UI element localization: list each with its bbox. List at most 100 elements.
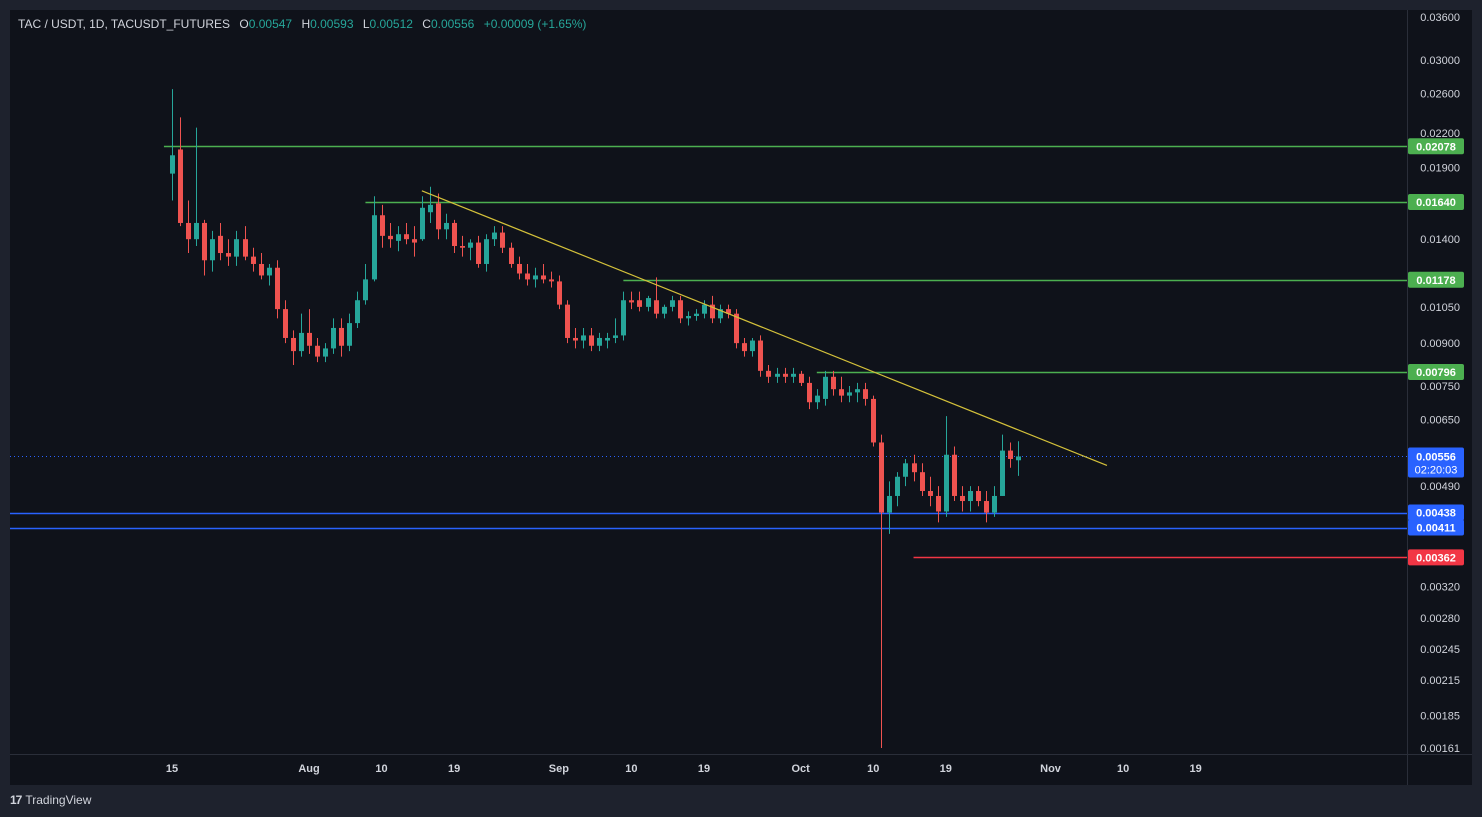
candle-body xyxy=(581,335,586,341)
candle-body xyxy=(404,234,409,240)
low-value: 0.00512 xyxy=(369,17,413,31)
badge-bg xyxy=(1408,447,1464,478)
candle-body xyxy=(758,340,763,371)
candle xyxy=(823,370,828,406)
candle-body xyxy=(992,495,997,513)
candle xyxy=(186,200,191,254)
candle xyxy=(662,304,667,319)
price-tick-label: 0.00245 xyxy=(1420,644,1460,656)
candle-body xyxy=(887,495,892,513)
support-price-badge: 0.00438 xyxy=(1408,504,1464,521)
candle xyxy=(1008,442,1013,468)
candle-body xyxy=(936,495,941,512)
candle-body xyxy=(372,215,377,280)
candle-body xyxy=(815,395,820,403)
candle xyxy=(678,295,683,324)
candle xyxy=(887,481,892,534)
price-tick-label: 0.01400 xyxy=(1420,234,1460,246)
candle-body xyxy=(291,337,296,352)
candle-body xyxy=(694,313,699,317)
candle-body xyxy=(605,337,610,341)
candle xyxy=(372,196,377,282)
candle xyxy=(936,486,941,523)
candle-body xyxy=(210,239,215,261)
candle-body xyxy=(839,389,844,396)
candle xyxy=(404,222,409,245)
candle xyxy=(565,300,570,344)
candle xyxy=(799,370,804,387)
candle-body xyxy=(234,239,239,257)
candle xyxy=(734,309,739,349)
time-tick-label: 19 xyxy=(940,763,952,775)
candle-body xyxy=(952,454,957,496)
candle xyxy=(783,367,788,383)
candle xyxy=(388,222,393,248)
candle-body xyxy=(500,232,505,248)
candle xyxy=(944,416,949,517)
candle xyxy=(525,263,530,286)
candle xyxy=(912,454,917,482)
downtrend-line xyxy=(421,190,1108,467)
symbol-info[interactable]: TAC / USDT, 1D, TACUSDT_FUTURES xyxy=(18,17,231,31)
price-tick-label: 0.00750 xyxy=(1420,381,1460,393)
time-tick-label: 19 xyxy=(448,763,460,775)
candle xyxy=(726,304,731,319)
candle xyxy=(492,226,497,247)
candle xyxy=(702,300,707,319)
badge-label: 0.00411 xyxy=(1416,523,1455,535)
candle-body xyxy=(275,267,280,310)
badge-bg xyxy=(1408,138,1464,155)
price-tick-label: 0.00280 xyxy=(1420,613,1460,625)
candle xyxy=(871,395,876,447)
candle xyxy=(275,260,280,319)
badge-label: 0.01640 xyxy=(1416,197,1456,209)
candle-body xyxy=(960,495,965,502)
candle xyxy=(968,486,973,512)
candle-body xyxy=(589,335,594,346)
candle-body xyxy=(299,332,304,352)
candle xyxy=(791,367,796,383)
candle xyxy=(234,230,239,266)
candle-body xyxy=(799,373,804,383)
candle-body xyxy=(912,463,917,473)
candle xyxy=(315,337,320,363)
candle-body xyxy=(541,275,546,280)
high-value: 0.00593 xyxy=(310,17,354,31)
chart-panel[interactable]: 0.03600 0.03000 0.02600 0.02200 0.01900 0.014… xyxy=(10,10,1472,785)
candle-body xyxy=(879,442,884,513)
resistance-price-badge: 0.01178 xyxy=(1408,271,1464,288)
badge-bg xyxy=(1408,364,1464,381)
current-price-label: 0.00556 xyxy=(1416,452,1456,464)
candle-body xyxy=(243,239,248,257)
candle xyxy=(500,226,505,254)
time-tick-label: 15 xyxy=(166,763,178,775)
candle xyxy=(710,295,715,324)
footer-brand[interactable]: 17 TradingView xyxy=(10,790,91,810)
candle-body xyxy=(468,242,473,248)
candle-body xyxy=(646,298,651,307)
candle-body xyxy=(525,273,530,280)
candle-body xyxy=(573,337,578,341)
candle-body xyxy=(170,155,175,174)
candle xyxy=(597,332,602,352)
price-tick-label: 0.01900 xyxy=(1420,162,1460,174)
candle-body xyxy=(259,263,264,276)
close-value: 0.00556 xyxy=(430,17,475,31)
time-tick-label: 10 xyxy=(867,763,879,775)
open-value: 0.00547 xyxy=(248,17,293,31)
candle-body xyxy=(251,256,256,264)
legend-header: TAC / USDT, 1D, TACUSDT_FUTURES O0.00547… xyxy=(18,17,587,31)
candle xyxy=(815,389,820,410)
candle xyxy=(347,313,352,352)
candle xyxy=(299,313,304,357)
candle-body xyxy=(621,300,626,336)
tradingview-logo-icon: 17 xyxy=(10,793,22,807)
candlestick-chart[interactable]: 0.03600 0.03000 0.02600 0.02200 0.01900 0.014… xyxy=(10,10,1472,785)
candle xyxy=(468,239,473,261)
candle-body xyxy=(718,309,723,319)
candle xyxy=(484,234,489,272)
candle-body xyxy=(565,304,570,338)
candle-body xyxy=(775,373,780,377)
candle xyxy=(428,186,433,223)
